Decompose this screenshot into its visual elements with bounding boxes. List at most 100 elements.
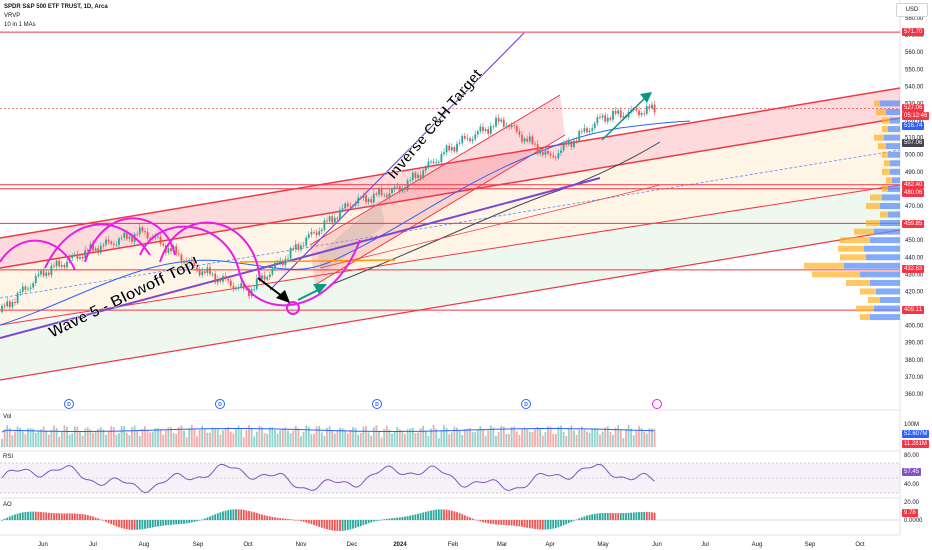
volume-bar <box>391 433 393 447</box>
ao-bar <box>370 520 373 523</box>
ao-bar <box>484 520 487 523</box>
ao-bar <box>502 520 505 525</box>
candle-body <box>102 244 105 246</box>
price-tick-label: 470.00 <box>905 204 924 210</box>
candle-body <box>289 248 292 259</box>
ao-bar <box>396 517 399 520</box>
time-tick-label: Dec <box>347 542 358 548</box>
volume-bar <box>214 428 217 447</box>
candle-body <box>86 249 89 251</box>
ao-bar <box>71 513 74 520</box>
volume-bar <box>60 431 63 447</box>
ao-bar <box>534 520 536 529</box>
candle-body <box>388 193 391 198</box>
volume-bar <box>645 433 648 447</box>
dividend-marker <box>64 399 74 409</box>
volume-bar <box>297 428 300 447</box>
candle-body <box>518 131 521 135</box>
candle-body <box>554 157 557 159</box>
candle-body <box>586 128 588 133</box>
ao-bar <box>567 520 570 524</box>
ao-bar <box>99 519 102 521</box>
volume-bar <box>133 425 136 447</box>
candle-body <box>450 147 453 151</box>
volume-bar <box>458 430 461 447</box>
volume-bar <box>560 425 562 447</box>
ao-bar <box>570 520 573 522</box>
time-axis[interactable]: Jun Jul Aug Sep Oct Nov Dec 2024 Feb Mar Apr May Jun… <box>38 542 865 548</box>
volume-bar <box>526 428 529 447</box>
candle-body <box>3 305 6 307</box>
candle-body <box>422 170 425 178</box>
vp-bar-up <box>892 177 900 184</box>
volume-bar <box>313 433 315 447</box>
indicator-mas-label[interactable]: 10 in 1 MAs <box>4 22 36 28</box>
candle-body <box>287 258 289 260</box>
currency-button[interactable]: USD <box>896 3 928 17</box>
indicator-vrvp-label[interactable]: VRVP <box>4 13 21 19</box>
ao-bar <box>110 520 113 525</box>
ao-pane-label[interactable]: AO <box>3 502 12 508</box>
ao-bar <box>266 515 269 520</box>
volume-bar <box>518 434 521 447</box>
vol-pane-label[interactable]: Vol <box>3 414 12 420</box>
ao-bar <box>94 517 97 520</box>
ao-bar <box>305 520 308 523</box>
ao-bar <box>518 520 521 527</box>
candle-body <box>567 141 570 145</box>
ao-bar <box>300 520 302 522</box>
volume-bar <box>318 425 321 447</box>
volume-bar <box>336 430 339 447</box>
volume-bar <box>76 426 79 447</box>
candle-body <box>115 244 118 246</box>
volume-bar <box>227 426 230 447</box>
ao-bar <box>445 509 448 520</box>
ao-bar <box>279 518 282 520</box>
price-tick-label: 490.00 <box>905 170 924 176</box>
candle-body <box>24 286 27 290</box>
candle-body <box>557 153 560 159</box>
ao-bar <box>86 515 89 520</box>
volume-bar <box>435 428 438 447</box>
volume-bar <box>331 430 334 447</box>
candle-body <box>331 216 334 223</box>
ao-bar <box>526 520 529 528</box>
candle-body <box>359 197 362 199</box>
ao-bar <box>523 520 526 528</box>
volume-bar <box>372 427 375 447</box>
ao-bar <box>177 520 180 525</box>
ao-bar <box>8 516 11 520</box>
candle-body <box>573 140 575 147</box>
candle-body <box>320 229 323 232</box>
volume-bar <box>89 429 92 447</box>
ao-bar <box>424 511 427 520</box>
volume-bar <box>45 430 48 447</box>
candle-body <box>305 237 308 246</box>
ao-bar <box>398 517 401 520</box>
rsi-pane-label[interactable]: RSI <box>3 454 14 460</box>
ao-bar <box>318 520 321 527</box>
candle-body <box>55 260 58 267</box>
candle-body <box>138 227 141 235</box>
volume-bar <box>599 434 601 447</box>
ao-bar <box>586 515 588 520</box>
price-axis[interactable]: 580.00570.00560.00550.00540.00530.00520.… <box>905 16 924 398</box>
volume-bar <box>229 431 232 447</box>
volume-bar <box>216 429 219 447</box>
vp-bar-up <box>882 194 900 201</box>
volume-bar <box>206 432 209 447</box>
volume-bar <box>437 437 440 447</box>
volume-bar <box>593 428 596 447</box>
volume-bar <box>653 428 656 447</box>
rsi-line <box>1 463 655 494</box>
candle-body <box>141 227 144 232</box>
ao-bar <box>482 520 484 523</box>
candle-body <box>349 206 352 208</box>
candle-body <box>154 237 157 239</box>
ao-bar <box>367 520 370 524</box>
time-tick-label: Mar <box>497 542 507 548</box>
volume-bar <box>536 426 539 447</box>
